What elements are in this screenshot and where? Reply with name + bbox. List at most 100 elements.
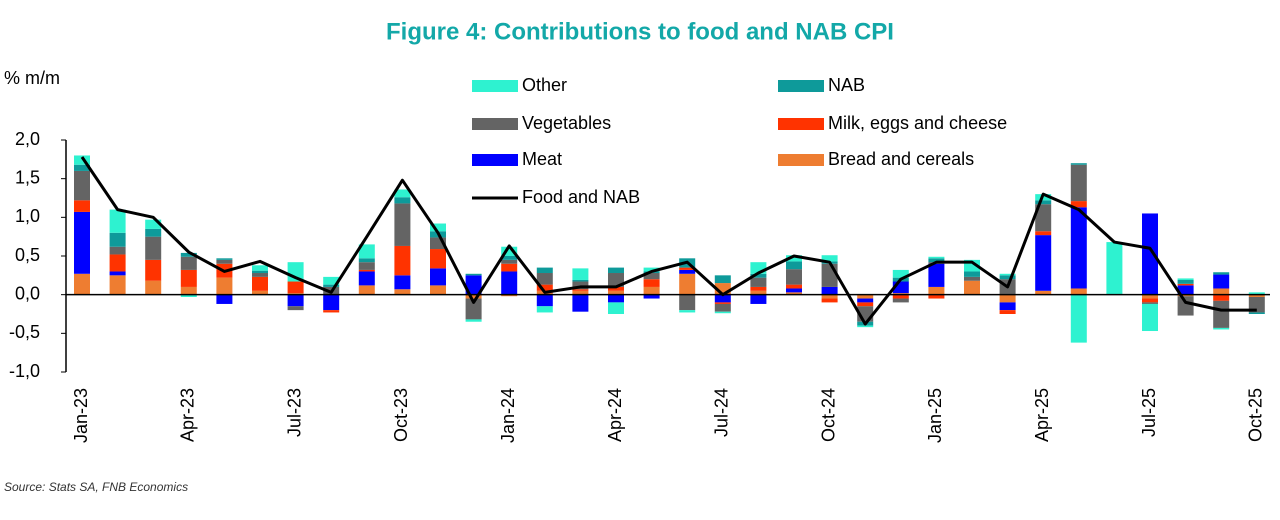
bar-segment [216,258,233,260]
bar-segment [252,290,268,295]
bar-segment [430,268,446,286]
legend-label: Food and NAB [522,187,640,207]
bar-segment [1070,201,1087,208]
bar-segment [287,293,304,295]
bar-segment [536,273,553,285]
legend-swatch [778,118,824,130]
bar-segment [1142,302,1158,304]
bar-segment [786,255,802,262]
bar-segment [608,290,624,295]
bar-segment [74,273,90,295]
bar-segment [536,267,553,274]
bar-segment [608,267,624,274]
x-tick-label: Apr-24 [605,388,625,442]
legend-label: NAB [828,75,865,95]
bar-segment [1035,204,1052,232]
bar-segment [1106,242,1123,295]
bar-segment [964,276,980,281]
bar-segment [572,268,589,280]
bar-segment [821,298,838,303]
bar-segment [643,267,660,272]
bar-segment [430,223,446,232]
bar-segment [714,294,731,303]
bar-segment [928,263,945,287]
bar-segment [999,302,1016,311]
bar-segment [109,271,126,276]
bar-segment [216,259,233,264]
bar-segment [643,273,660,280]
bar-segment [643,294,660,299]
legend-label: Milk, eggs and cheese [828,113,1007,133]
bar-segment [928,256,945,259]
bar-segment [180,286,197,295]
legend-swatch [472,80,518,92]
x-tick-label: Jul-23 [284,388,304,437]
bar-segment [928,258,945,263]
bar-segment [394,245,411,276]
bar-segment [394,197,411,204]
bar-segment [252,273,268,277]
y-tick-label: -0,5 [9,322,40,342]
bar-segment [964,259,980,272]
bar-segment [1213,288,1230,295]
bar-segment [1177,283,1194,286]
bar-segment [109,232,126,247]
bar-segment [643,279,660,287]
bar-segment [394,189,411,198]
bar-segment [536,306,553,313]
bar-segment [465,298,482,320]
bar-segment [714,311,731,314]
bar-segment [252,276,268,291]
bar-segment [430,237,446,250]
bar-segment [536,294,553,307]
bar-segment [465,319,482,322]
bar-segment [1177,279,1194,284]
bar-segment [501,246,518,256]
bar-segment [287,281,304,294]
bar-segment [750,290,767,295]
bar-segment [821,255,838,262]
y-tick-label: 2,0 [15,129,40,149]
bar-segment [928,294,945,299]
bar-segment [1213,272,1230,275]
bar-segment [109,209,126,233]
y-tick-label: 1,5 [15,167,40,187]
bar-segment [572,279,589,282]
bar-segment [964,271,980,277]
bar-segment [145,236,162,260]
legend-label: Meat [522,149,562,169]
bar-segment [1248,296,1265,313]
bar-segment [1142,294,1158,299]
bar-segment [1177,285,1194,295]
bar-segment [608,273,624,287]
bar-segment [608,286,624,291]
bar-segment [1035,290,1052,295]
bar-segment [1248,312,1265,314]
y-tick-label: -1,0 [9,361,40,381]
x-tick-label: Apr-25 [1032,388,1052,442]
bar-segment [145,228,162,237]
bar-segment [999,275,1016,280]
bar-segment [180,294,197,297]
bar-segment [786,261,802,270]
bar-segment [358,262,375,270]
bar-segment [287,294,304,307]
x-tick-label: Jul-25 [1139,388,1159,437]
bar-segment [714,275,731,284]
bar-segment [892,281,909,294]
bar-segment [572,281,589,290]
legend-swatch [778,80,824,92]
bar-segment [323,294,340,311]
bar-segment [892,293,909,295]
bar-segment [786,269,802,285]
legend-label: Vegetables [522,113,611,133]
bar-segment [501,256,518,260]
source: Source: Stats SA, FNB Economics [4,480,188,494]
bar-segment [465,275,482,295]
bar-segment [394,275,411,290]
bar-segment [1213,274,1230,289]
bar-segment [430,249,446,269]
bar-segment [109,246,126,255]
bar-segment [358,244,375,259]
bar-segment [1142,303,1158,332]
